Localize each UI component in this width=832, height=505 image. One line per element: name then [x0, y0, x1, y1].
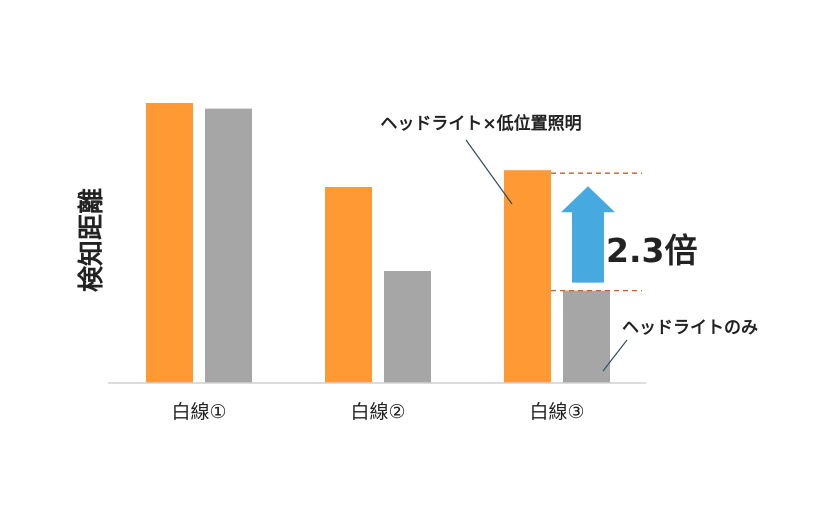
y-axis-label: 検知距離 — [76, 188, 107, 292]
bar-combo-1 — [146, 103, 193, 383]
bar-combo-3 — [504, 170, 551, 383]
x-tick-label: 白線③ — [529, 401, 584, 423]
bar-combo-2 — [325, 187, 372, 383]
bars-layer — [146, 103, 610, 383]
bar-headlight-only-3 — [563, 290, 610, 383]
ratio-annotation: 2.3倍 — [606, 231, 697, 270]
x-tick-label: 白線① — [171, 401, 226, 423]
series-label-headlight-only: ヘッドライトのみ — [622, 318, 758, 338]
x-tick-label: 白線② — [350, 401, 405, 423]
leader-line-combo — [465, 139, 513, 205]
bar-headlight-only-2 — [384, 271, 431, 383]
leader-line-headlight-only — [602, 339, 628, 372]
increase-arrow-icon — [561, 186, 615, 283]
series-label-combo: ヘッドライト×低位置照明 — [380, 113, 581, 134]
annotation-layer: 2.3倍 — [551, 172, 697, 292]
x-tick-labels: 白線① 白線② 白線③ — [171, 401, 584, 423]
bar-headlight-only-1 — [205, 108, 252, 383]
